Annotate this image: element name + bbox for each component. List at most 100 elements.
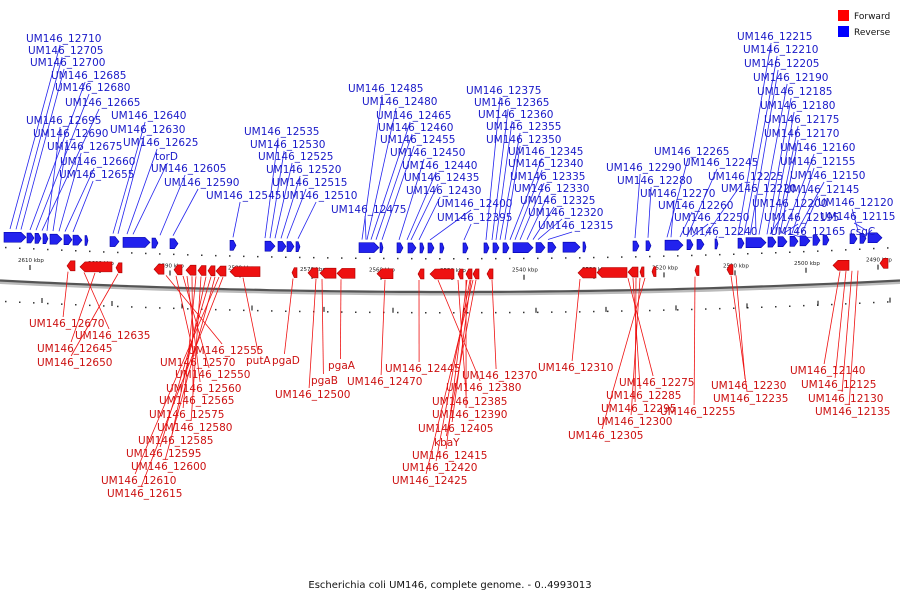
- forward-gene-label: UM146_12615: [107, 488, 182, 500]
- guide-dot: [299, 256, 301, 259]
- reverse-gene-label: UM146_12315: [538, 220, 613, 232]
- forward-gene-label: UM146_12135: [815, 406, 890, 418]
- reverse-gene-label: UM146_12675: [47, 141, 122, 153]
- guide-dot: [663, 309, 665, 311]
- reverse-gene-label: UM146_12160: [780, 142, 855, 154]
- guide-dot: [579, 311, 581, 313]
- forward-gene-arrow: [197, 265, 207, 276]
- guide-dot: [551, 257, 553, 259]
- reverse-gene-arrow: [799, 235, 811, 247]
- reverse-gene-arrow: [686, 239, 694, 251]
- reverse-gene-arrow: [72, 234, 83, 246]
- leader-line: [112, 121, 146, 234]
- leader-line: [425, 279, 474, 475]
- leader-line: [406, 171, 437, 241]
- tick-label: 2490 kbp: [866, 258, 892, 264]
- leader-line: [491, 279, 497, 370]
- leader-line: [537, 218, 563, 240]
- reverse-gene-label: UM146_12210: [743, 44, 818, 56]
- reverse-gene-arrow: [419, 242, 425, 254]
- leader-line: [340, 279, 342, 360]
- reverse-gene-label: UM146_12545: [206, 190, 281, 202]
- reverse-gene-arrow: [789, 235, 799, 247]
- reverse-gene-label: UM146_12145: [784, 184, 859, 196]
- guide-dot: [159, 253, 161, 255]
- reverse-gene-arrow: [295, 241, 301, 252]
- reverse-gene-label: UM146_12530: [250, 139, 325, 151]
- forward-gene-arrow: [694, 265, 700, 276]
- guide-dot: [117, 305, 119, 308]
- leader-line: [70, 273, 119, 357]
- leader-line: [775, 125, 799, 235]
- leader-line: [737, 42, 772, 236]
- forward-gene-label: putA: [246, 355, 271, 367]
- guide-dot: [355, 311, 357, 313]
- leader-line: [691, 223, 709, 237]
- guide-dot: [201, 254, 203, 256]
- guide-dot: [495, 311, 497, 314]
- leader-line: [418, 196, 441, 241]
- reverse-gene-label: UM146_12220: [721, 183, 796, 195]
- forward-gene-label: UM146_12600: [131, 461, 206, 473]
- guide-dot: [187, 254, 189, 256]
- reverse-gene-label: UM146_12590: [164, 177, 239, 189]
- leader-line: [795, 181, 825, 234]
- guide-dot: [19, 301, 21, 303]
- guide-dot: [75, 304, 77, 306]
- leader-line: [451, 279, 472, 423]
- forward-gene-label: UM146_12585: [138, 435, 213, 447]
- tick-label: 2500 kbp: [794, 261, 820, 267]
- guide-dot: [383, 257, 385, 260]
- reverse-gene-arrow: [277, 241, 287, 252]
- guide-dot: [173, 253, 175, 256]
- guide-dot: [271, 256, 273, 258]
- forward-gene-arrow: [651, 266, 657, 277]
- guide-dot: [313, 256, 315, 259]
- forward-gene-arrow: [465, 268, 473, 280]
- forward-gene-arrow: [429, 268, 455, 280]
- leader-line: [634, 173, 641, 239]
- reverse-gene-arrow: [714, 238, 719, 250]
- leader-line: [9, 44, 61, 230]
- guide-dot: [761, 252, 763, 254]
- reverse-gene-label: UM146_12695: [26, 115, 101, 127]
- forward-gene-label: UM146_12275: [619, 377, 694, 389]
- reverse-gene-label: UM146_12240: [682, 226, 757, 238]
- guide-dot: [635, 256, 637, 258]
- leader-line: [375, 133, 413, 240]
- forward-gene-arrow: [319, 267, 337, 279]
- leader-line: [749, 69, 779, 235]
- reverse-gene-label: UM146_12200: [752, 198, 827, 210]
- guide-dot: [243, 309, 245, 312]
- tick-label: 2610 kbp: [18, 258, 44, 264]
- guide-dot: [803, 250, 805, 253]
- leader-line: [72, 180, 94, 233]
- reverse-gene-label: UM146_12700: [30, 57, 105, 69]
- reverse-gene-label: UM146_12455: [380, 134, 455, 146]
- leader-line: [841, 270, 853, 393]
- forward-gene-arrow: [79, 261, 113, 273]
- forward-gene-label: UM146_12125: [801, 379, 876, 391]
- leader-line: [693, 276, 696, 406]
- reverse-gene-arrow: [492, 242, 500, 254]
- forward-gene-label: pgaA: [328, 360, 356, 372]
- leader-line: [862, 229, 873, 239]
- forward-gene-label: UM146_12670: [29, 318, 104, 330]
- guide-dot: [719, 307, 721, 310]
- reverse-gene-arrow: [849, 233, 858, 245]
- leader-line: [743, 55, 778, 236]
- guide-dot: [761, 306, 763, 308]
- forward-gene-label: UM146_12500: [275, 389, 350, 401]
- reverse-gene-label: UM146_12170: [764, 128, 839, 140]
- leader-line: [364, 215, 367, 240]
- leader-line: [269, 150, 285, 239]
- guide-dot: [845, 303, 847, 305]
- leader-line: [771, 111, 795, 235]
- leader-line: [297, 201, 317, 239]
- guide-dot: [453, 312, 455, 314]
- guide-dot: [817, 250, 819, 252]
- reverse-gene-label: UM146_12440: [402, 160, 477, 172]
- leader-line: [429, 209, 472, 241]
- leader-line: [380, 279, 386, 376]
- guide-dot: [719, 253, 721, 256]
